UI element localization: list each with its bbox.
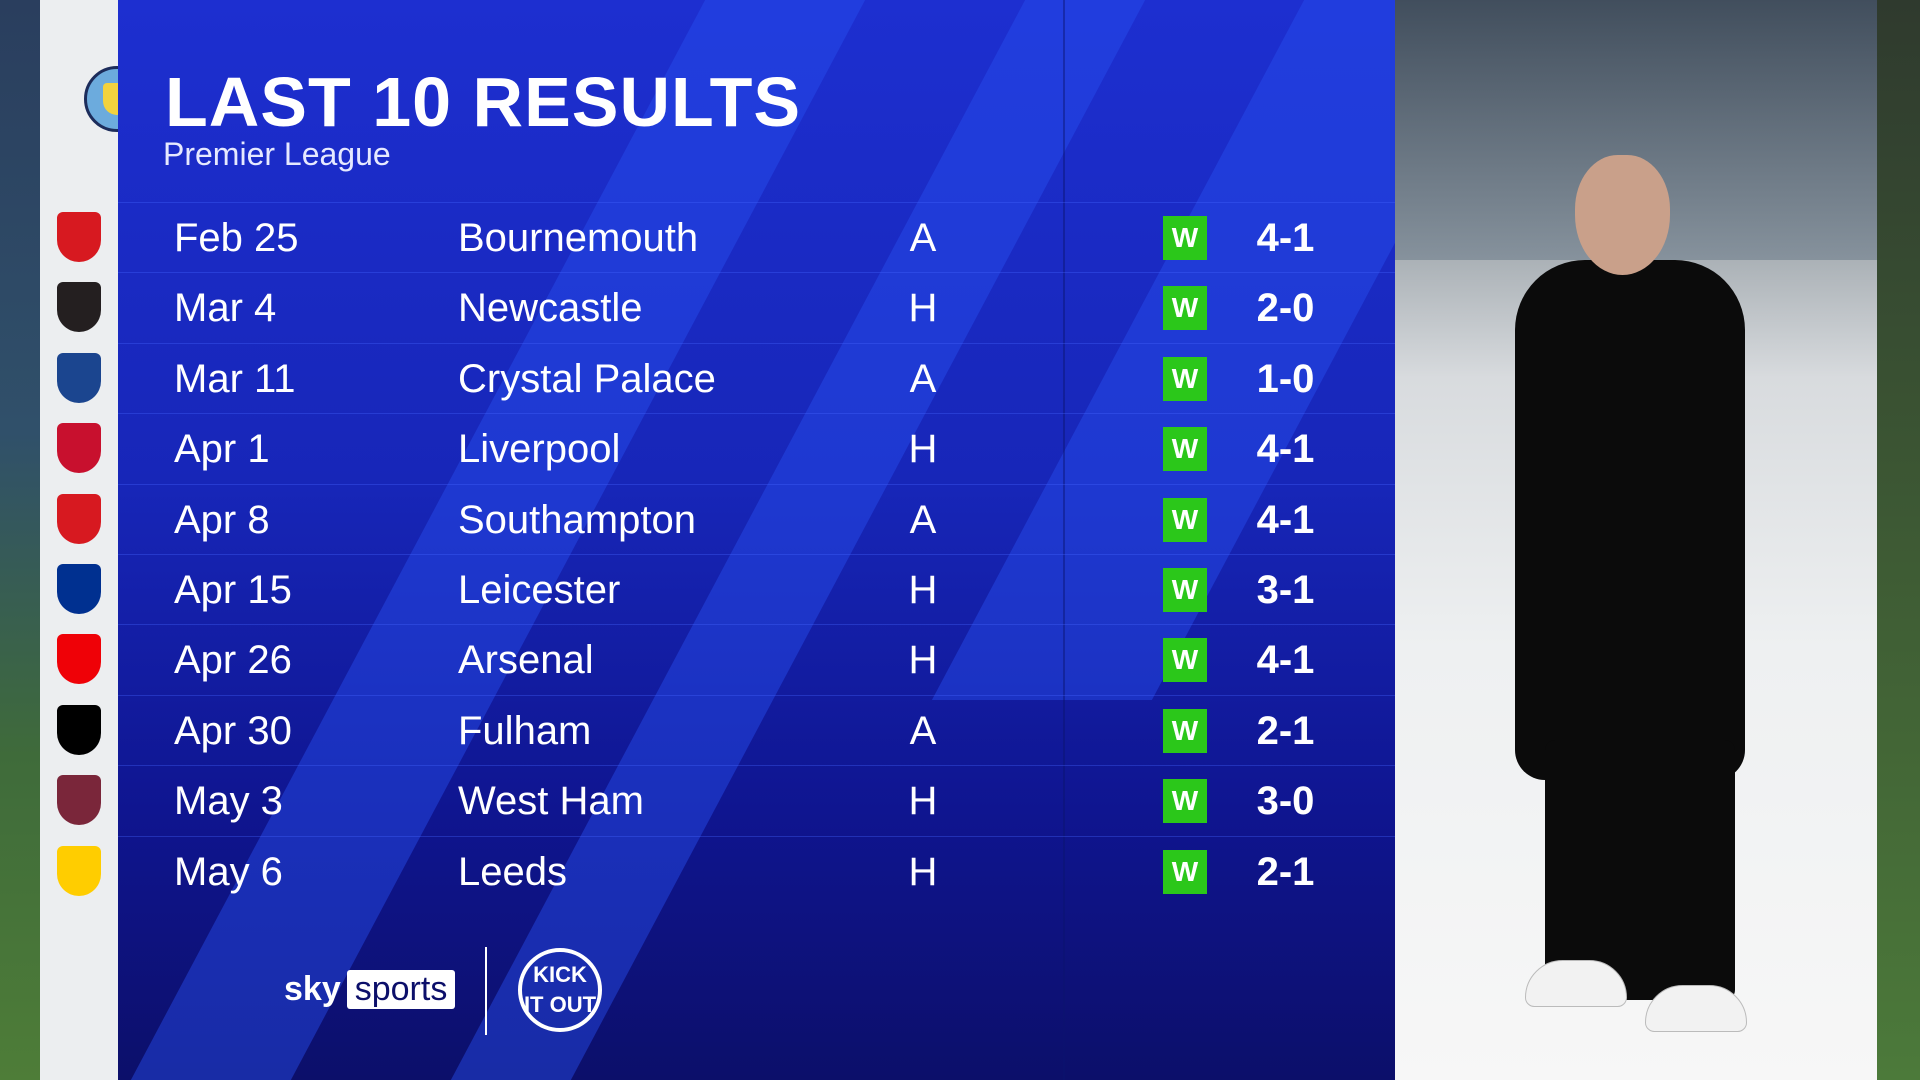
result-row: Mar 11 Crystal Palace A W 1-0 — [118, 342, 1395, 414]
sky-logo-text: sky — [284, 970, 341, 1008]
manager-head — [1575, 155, 1670, 275]
venue: H — [908, 849, 938, 894]
opponent-name: Fulham — [458, 708, 592, 753]
result-row: Mar 4 Newcastle H W 2-0 — [118, 272, 1395, 343]
result-row: Feb 25 Bournemouth A W 4-1 — [118, 202, 1395, 273]
opponent-crest-icon — [57, 564, 101, 614]
opponent-name: Arsenal — [458, 638, 594, 683]
logo-divider — [485, 947, 487, 1035]
manager-photo — [1395, 0, 1877, 1080]
venue: A — [909, 356, 937, 401]
opponent-name: Southampton — [458, 497, 696, 542]
result-badge: W — [1163, 286, 1207, 331]
match-date: May 3 — [174, 779, 283, 824]
opponent-crest-icon — [57, 212, 101, 262]
opponent-name: Crystal Palace — [458, 356, 716, 401]
result-badge: W — [1163, 216, 1207, 260]
result-badge: W — [1163, 427, 1207, 472]
match-date: Apr 8 — [174, 497, 270, 542]
opponent-crest-icon — [57, 775, 101, 826]
venue: A — [909, 216, 937, 260]
sports-logo-text: sports — [346, 970, 456, 1009]
match-date: Apr 15 — [174, 568, 292, 612]
opponent-crest-icon — [57, 352, 101, 403]
match-date: Apr 26 — [174, 638, 292, 683]
result-row: Apr 1 Liverpool H W 4-1 — [118, 413, 1395, 484]
result-badge: W — [1163, 849, 1207, 894]
results-panel: LAST 10 RESULTS Premier League Feb 25 Bou… — [118, 0, 1395, 1080]
page-title: LAST 10 RESULTS — [165, 63, 802, 141]
result-row: Apr 30 Fulham A W 2-1 — [118, 694, 1395, 766]
column-divider — [1063, 0, 1065, 1080]
venue: H — [908, 779, 938, 824]
crest-column — [40, 0, 150, 1080]
result-row: Apr 26 Arsenal H W 4-1 — [118, 624, 1395, 695]
result-badge: W — [1163, 708, 1207, 753]
score: 3-1 — [1256, 568, 1315, 612]
score: 4-1 — [1256, 216, 1315, 260]
result-row: Apr 15 Leicester H W 3-1 — [118, 554, 1395, 625]
match-date: Apr 1 — [174, 427, 270, 472]
opponent-crest-icon — [57, 704, 101, 755]
opponent-name: West Ham — [458, 779, 644, 824]
venue: H — [908, 427, 938, 472]
result-row: May 3 West Ham H W 3-0 — [118, 765, 1395, 836]
kick-it-out-logo: KICK IT OUT — [518, 948, 602, 1032]
stadium-background-right — [1877, 0, 1920, 1080]
opponent-name: Newcastle — [458, 286, 643, 331]
opponent-name: Leicester — [458, 568, 621, 612]
match-date: Mar 11 — [174, 356, 296, 401]
result-badge: W — [1163, 779, 1207, 824]
shoe — [1645, 985, 1747, 1032]
result-row: May 6 Leeds H W 2-1 — [118, 835, 1395, 907]
match-date: Apr 30 — [174, 708, 292, 753]
opponent-name: Liverpool — [458, 427, 621, 472]
opponent-crest-icon — [57, 282, 101, 333]
result-badge: W — [1163, 568, 1207, 612]
opponent-crest-icon — [57, 845, 101, 896]
venue: H — [908, 286, 938, 331]
manager-figure — [1515, 260, 1745, 780]
score: 3-0 — [1256, 779, 1315, 824]
opponent-crest-icon — [57, 423, 101, 474]
sky-sports-logo: sky sports — [284, 970, 456, 1009]
venue: A — [909, 497, 937, 542]
result-badge: W — [1163, 356, 1207, 401]
opponent-name: Bournemouth — [458, 216, 699, 260]
stadium-background-left — [0, 0, 40, 1080]
score: 4-1 — [1256, 427, 1315, 472]
score: 2-1 — [1256, 849, 1315, 894]
result-row: Apr 8 Southampton A W 4-1 — [118, 483, 1395, 555]
manager-legs — [1545, 740, 1735, 1000]
score: 1-0 — [1256, 356, 1315, 401]
match-date: Mar 4 — [174, 286, 277, 331]
score: 4-1 — [1256, 638, 1315, 683]
opponent-crest-icon — [57, 634, 101, 685]
competition-subtitle: Premier League — [163, 136, 391, 172]
shoe — [1525, 960, 1627, 1007]
score: 2-1 — [1256, 708, 1315, 753]
result-badge: W — [1163, 497, 1207, 542]
score: 4-1 — [1256, 497, 1315, 542]
match-date: May 6 — [174, 849, 283, 894]
venue: H — [908, 638, 938, 683]
venue: A — [909, 708, 937, 753]
result-badge: W — [1163, 638, 1207, 683]
opponent-crest-icon — [57, 493, 101, 544]
venue: H — [908, 568, 938, 612]
match-date: Feb 25 — [174, 216, 299, 260]
opponent-name: Leeds — [458, 849, 567, 894]
score: 2-0 — [1256, 286, 1315, 331]
